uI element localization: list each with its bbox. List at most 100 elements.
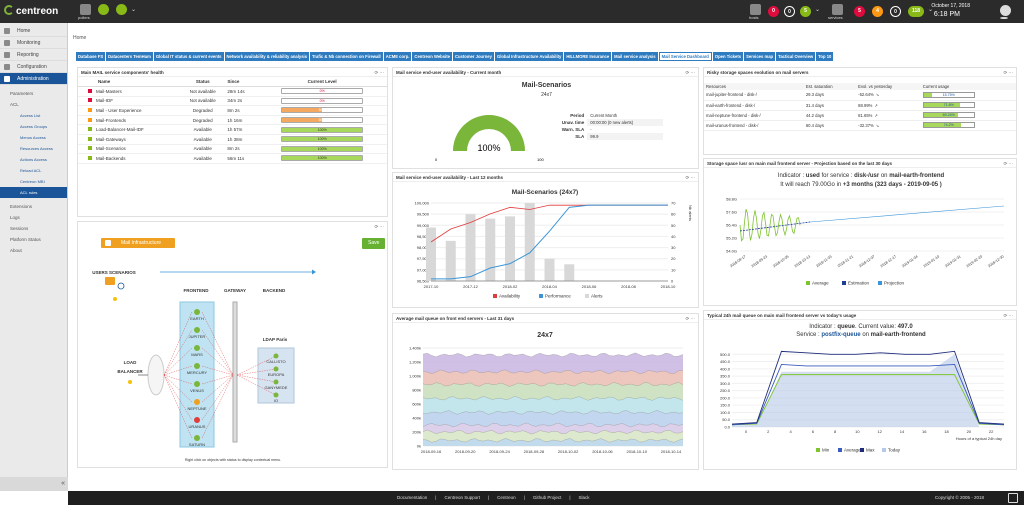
tab-13[interactable]: Services map — [744, 52, 776, 61]
column-header[interactable]: Resources — [704, 83, 804, 90]
sidebar-item-reporting[interactable]: Reporting — [0, 49, 67, 61]
sidebar-item-administration[interactable]: Administration — [0, 73, 67, 85]
table-row[interactable]: mail-neptune-frontend - disk-/44.2 days 8… — [704, 110, 1016, 121]
server-node-ganymede[interactable] — [273, 379, 279, 385]
tab-4[interactable]: Trafic & Nb connection on Firewall — [310, 52, 383, 61]
panel-tools-icon[interactable]: ⟳ ⋯ — [1003, 161, 1013, 166]
mail-queue-chart[interactable]: 24x7 1,400k 1,200k 1,000k 800k 600k 400k 200k 0k… — [393, 324, 698, 470]
column-header[interactable]: Est. saturation — [803, 83, 857, 90]
panel-tools-icon[interactable]: ⟳ ⋯ — [685, 316, 695, 321]
tab-7[interactable]: Customer Journey — [452, 52, 494, 61]
availability-chart[interactable]: Mail-Scenarios (24x7) 100,000 99,500 99,000… — [393, 183, 698, 308]
footer-link[interactable]: Documentation — [397, 495, 428, 500]
sidebar-item-configuration[interactable]: Configuration — [0, 61, 67, 73]
tab-12[interactable]: Open Tickets — [712, 52, 744, 61]
column-header[interactable]: Name — [78, 77, 181, 87]
sidebar-acl-centreon-mbi[interactable]: Centreon MBI — [20, 179, 45, 184]
hosts-icon[interactable] — [750, 4, 761, 15]
component-name[interactable]: Mail-Frontends — [96, 117, 127, 123]
component-name[interactable]: Mail-Gateways — [96, 136, 126, 142]
breadcrumb[interactable]: Home — [73, 35, 87, 41]
tab-14[interactable]: Tactical Overview — [776, 52, 816, 61]
fullscreen-icon[interactable] — [1008, 493, 1018, 503]
services-critical-count[interactable]: 5 — [854, 6, 865, 17]
sidebar-sub-logs[interactable]: Logs — [10, 215, 20, 220]
tab-8[interactable]: Global Infrastructure Availability — [494, 52, 564, 61]
sidebar-acl-rules[interactable]: ACL rules — [0, 187, 67, 198]
infra-diagram[interactable]: USERS SCENARIOS FRONTEND GATEWAY BACKEND LDA… — [78, 252, 389, 467]
server-node-europa[interactable] — [273, 366, 279, 372]
services-warning-count[interactable]: 4 — [872, 6, 883, 17]
sidebar-acl-actions-access[interactable]: Actions Access — [20, 157, 47, 162]
pollers-icon[interactable] — [80, 4, 91, 15]
table-row[interactable]: Mail-Scenarios Available 8m 2s 100% — [78, 144, 387, 155]
chevron-down-icon[interactable]: ⌄ — [928, 7, 934, 13]
sidebar-acl-reload[interactable]: Reload ACL — [20, 168, 42, 173]
save-button[interactable]: Save — [362, 238, 386, 249]
component-name[interactable]: Mail - User Experience — [96, 107, 142, 113]
tab-5[interactable]: ACME corp. — [383, 52, 412, 61]
status-icon[interactable] — [116, 4, 127, 15]
sidebar-item-home[interactable]: Home — [0, 25, 67, 37]
server-node-io[interactable] — [273, 392, 279, 398]
sidebar-acl-resources-access[interactable]: Resources Access — [20, 146, 53, 151]
sidebar-sub-platform-status[interactable]: Platform Status — [10, 237, 41, 242]
server-node-mars[interactable] — [194, 345, 200, 351]
services-ok-count[interactable]: 118 — [908, 6, 924, 17]
table-row[interactable]: mail-jupiter-frontend - disk-/29.3 days -… — [704, 90, 1016, 101]
panel-tools-icon[interactable]: ⟳ ⋯ — [374, 70, 384, 75]
column-header[interactable]: Status — [180, 77, 226, 87]
tab-9[interactable]: HILLMORE Insurance — [564, 52, 612, 61]
server-node-mercury[interactable] — [194, 363, 200, 369]
server-node-callisto[interactable] — [273, 353, 279, 359]
typical-chart[interactable]: 500.0450.0400.0350.0300.0250.0200.0150.0… — [704, 341, 1016, 469]
database-icon[interactable] — [98, 4, 109, 15]
hosts-unreachable-count[interactable]: 0 — [784, 6, 795, 17]
server-node-venus[interactable] — [194, 381, 200, 387]
panel-tools-icon[interactable]: ⟳ ⋯ — [374, 224, 384, 229]
panel-tools-icon[interactable]: ⟳ ⋯ — [1003, 70, 1013, 75]
tab-11[interactable]: Mail Service Dashboard — [658, 52, 712, 61]
resource-cell[interactable]: mail-jupiter-frontend - disk-/ — [704, 90, 804, 101]
sidebar-item-monitoring[interactable]: Monitoring — [0, 37, 67, 49]
table-row[interactable]: Mail-Backends Available 56m 11s 100% — [78, 153, 387, 164]
component-name[interactable]: Mail-IDF — [96, 98, 113, 104]
table-row[interactable]: Load-Balancer-Mail-IDF Available 1h 57m 100… — [78, 124, 387, 135]
sidebar-acl-access-list[interactable]: Access List — [20, 113, 41, 118]
sidebar-sub-acl[interactable]: ACL — [10, 102, 19, 107]
menu-icon[interactable] — [1000, 17, 1008, 19]
tab-6[interactable]: Centreon Website — [412, 52, 452, 61]
column-header[interactable]: Current Level — [257, 77, 387, 87]
centreon-logo[interactable]: centreon — [4, 5, 58, 17]
tab-2[interactable]: Global IT status & current events — [153, 52, 224, 61]
services-icon[interactable] — [832, 4, 843, 15]
footer-link[interactable]: Centreon — [497, 495, 516, 500]
table-row[interactable]: Mail - User Experience Degraded 8m 2s 50% — [78, 105, 387, 116]
chevron-down-icon[interactable]: ⌄ — [815, 7, 821, 13]
panel-tools-icon[interactable]: ⟳ ⋯ — [685, 175, 695, 180]
footer-link[interactable]: Centreon Support — [444, 495, 480, 500]
user-icon[interactable] — [1000, 5, 1011, 16]
table-row[interactable]: mail-uranus-frontend - disk-/60.4 days -3… — [704, 120, 1016, 131]
server-node-saturn[interactable] — [194, 435, 200, 441]
tab-15[interactable]: Top 10 — [816, 52, 834, 61]
resource-cell[interactable]: mail-neptune-frontend - disk-/ — [704, 110, 804, 121]
column-header[interactable]: Since — [225, 77, 258, 87]
sidebar-sub-about[interactable]: About — [10, 248, 22, 253]
panel-tools-icon[interactable]: ⟳ ⋯ — [685, 70, 695, 75]
hosts-up-count[interactable]: 5 — [800, 6, 811, 17]
column-header[interactable]: Evol. vs yesterday — [856, 83, 921, 90]
component-name[interactable]: Mail-Backends — [96, 155, 126, 161]
services-unknown-count[interactable]: 0 — [890, 6, 901, 17]
tab-10[interactable]: Mail service analysis — [612, 52, 658, 61]
table-row[interactable]: Mail-Masters Not available 28m 14s 0% — [78, 86, 387, 97]
resource-cell[interactable]: mail-earth-frontend - disk-/ — [704, 100, 804, 111]
hosts-down-count[interactable]: 0 — [768, 6, 779, 17]
server-node-neptune[interactable] — [194, 399, 200, 405]
chevron-down-icon[interactable]: ⌄ — [131, 7, 137, 13]
table-row[interactable]: Mail-Frontends Degraded 1h 16m 50% — [78, 115, 387, 126]
component-name[interactable]: Mail-Masters — [96, 88, 122, 94]
sidebar-acl-access-groups[interactable]: Access Groups — [20, 124, 48, 129]
table-row[interactable]: Mail-IDF Not available 34m 2s 0% — [78, 96, 387, 107]
